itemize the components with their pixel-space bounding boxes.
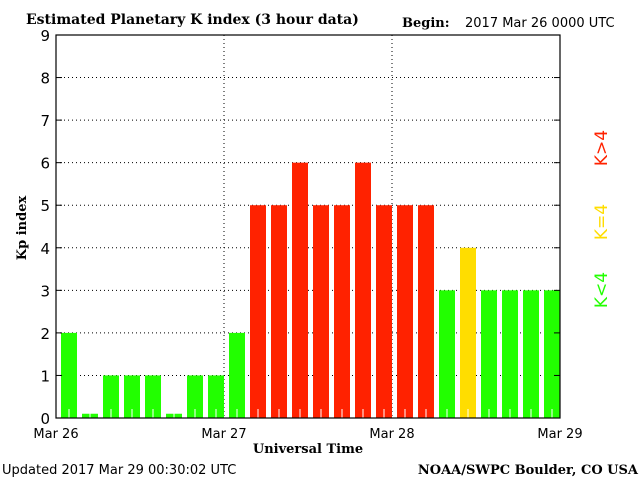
- kp-bar: [376, 205, 392, 418]
- x-tick-label: Mar 28: [369, 427, 414, 442]
- legend: K<4 K=4 K>4: [592, 130, 612, 308]
- kp-bar: [544, 290, 560, 418]
- y-tick-label: 2: [40, 325, 50, 343]
- kp-bar: [418, 205, 434, 418]
- kp-bar: [271, 205, 287, 418]
- y-tick-label: 7: [40, 112, 50, 130]
- kp-bar: [124, 375, 140, 418]
- legend-item: K>4: [592, 130, 612, 166]
- x-tick-label: Mar 29: [537, 427, 582, 442]
- y-tick-label: 0: [40, 410, 50, 428]
- kp-bar: [502, 290, 518, 418]
- x-axis-label: Universal Time: [253, 442, 363, 457]
- y-ticks: 0 1 2 3 4 5 6 7 8 9: [40, 27, 560, 428]
- legend-item: K<4: [592, 272, 612, 308]
- kp-bar: [439, 290, 455, 418]
- kp-bar: [481, 290, 497, 418]
- kp-bar: [397, 205, 413, 418]
- y-tick-label: 9: [40, 27, 50, 45]
- kp-bar: [103, 375, 119, 418]
- y-axis-label: Kp index: [15, 196, 30, 261]
- begin-value: 2017 Mar 26 0000 UTC: [465, 16, 615, 31]
- kp-bar: [523, 290, 539, 418]
- y-tick-label: 1: [40, 367, 50, 385]
- kp-bar: [250, 205, 266, 418]
- x-tick-label: Mar 26: [33, 427, 78, 442]
- plot-frame: [55, 34, 561, 419]
- legend-item: K=4: [592, 204, 612, 240]
- kp-bar: [229, 332, 245, 418]
- kp-bar: [187, 375, 203, 418]
- kp-bar: [460, 247, 476, 418]
- bars: [61, 162, 560, 418]
- kp-bar: [145, 375, 161, 418]
- chart-title: Estimated Planetary K index (3 hour data…: [26, 12, 359, 28]
- kp-bar: [61, 332, 77, 418]
- kp-bar: [313, 205, 329, 418]
- source-text: NOAA/SWPC Boulder, CO USA: [418, 463, 639, 478]
- updated-text: Updated 2017 Mar 29 00:30:02 UTC: [2, 463, 236, 478]
- kp-bar: [208, 375, 224, 418]
- y-tick-label: 5: [40, 197, 50, 215]
- y-tick-label: 8: [40, 70, 50, 88]
- kp-bar: [334, 205, 350, 418]
- begin-label: Begin:: [402, 16, 450, 31]
- x-ticks: Mar 26 Mar 27 Mar 28 Mar 29: [33, 427, 582, 442]
- y-tick-label: 4: [40, 240, 50, 258]
- x-tick-label: Mar 27: [201, 427, 246, 442]
- kp-bar: [355, 162, 371, 418]
- kp-bar: [292, 162, 308, 418]
- y-tick-label: 6: [40, 155, 50, 173]
- y-tick-label: 3: [40, 282, 50, 300]
